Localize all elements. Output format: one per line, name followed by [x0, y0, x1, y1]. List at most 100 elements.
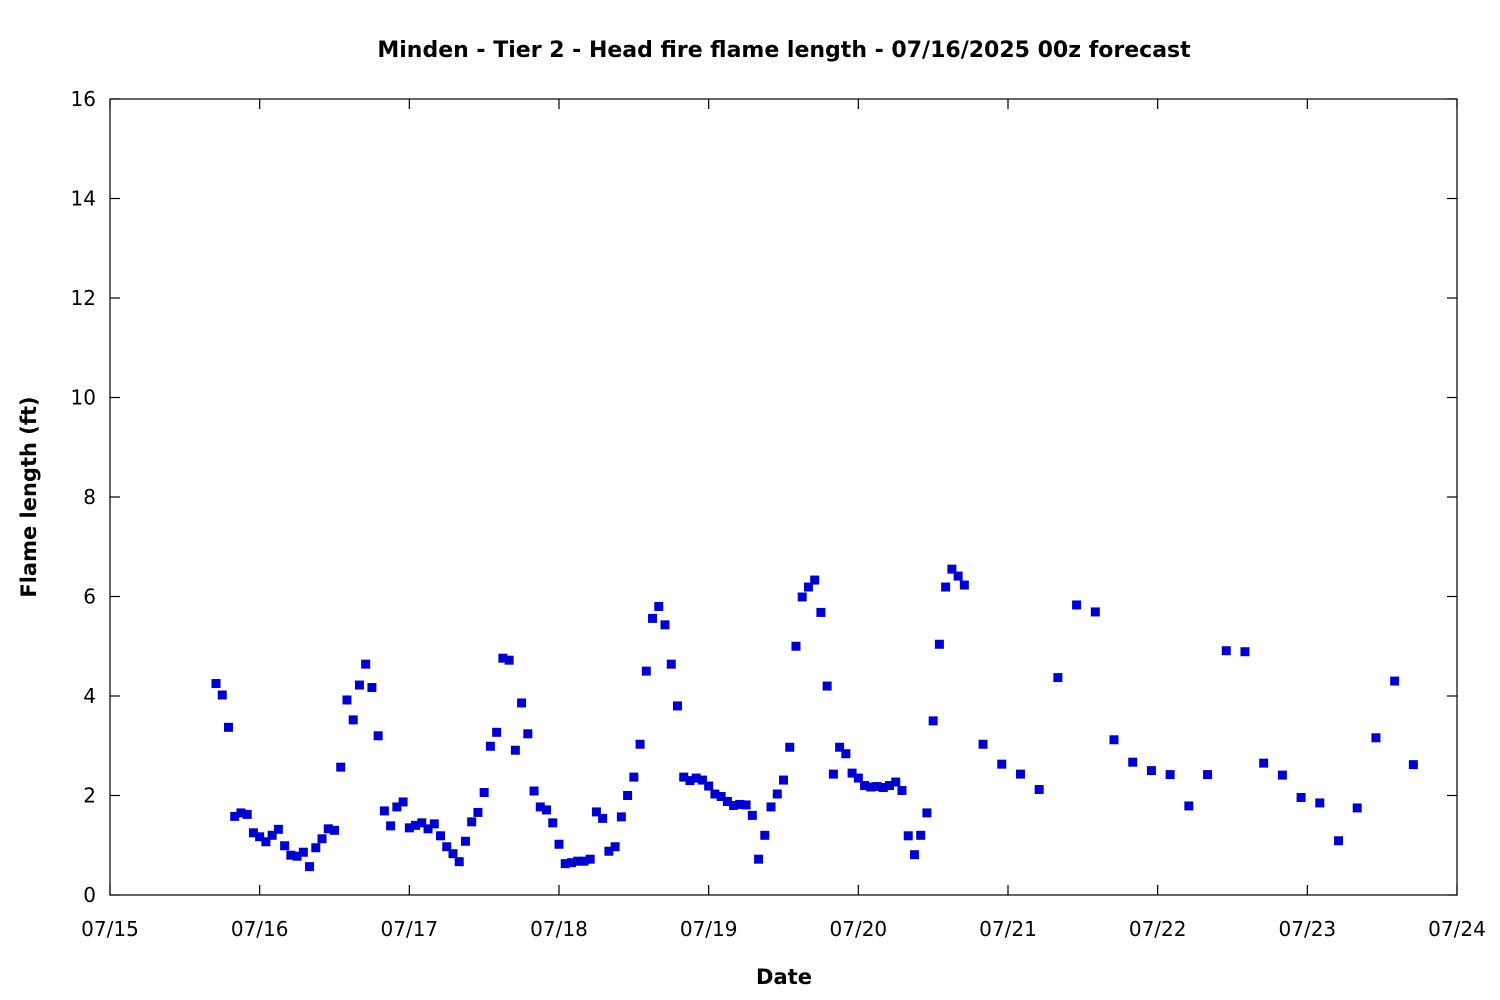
- data-point: [286, 850, 296, 860]
- data-point: [866, 782, 876, 792]
- y-tick-label: 8: [83, 485, 96, 509]
- data-point: [242, 809, 252, 819]
- data-point: [1408, 760, 1418, 770]
- data-point: [1371, 733, 1381, 743]
- data-point: [635, 739, 645, 749]
- data-point: [897, 786, 907, 796]
- data-point: [1072, 600, 1082, 610]
- data-point: [342, 695, 352, 705]
- y-axis-label: Flame length (ft): [17, 396, 41, 597]
- data-point: [330, 825, 339, 835]
- data-point: [934, 639, 944, 649]
- data-point: [623, 791, 633, 800]
- data-point: [467, 817, 477, 827]
- data-point: [735, 799, 745, 809]
- data-point: [797, 592, 807, 602]
- data-point: [1053, 673, 1063, 683]
- y-tick-label: 16: [71, 87, 96, 111]
- data-point: [1221, 646, 1231, 656]
- data-point: [317, 834, 327, 844]
- data-point: [1015, 769, 1025, 779]
- data-point: [579, 856, 589, 866]
- y-tick-label: 2: [83, 784, 96, 808]
- data-point: [666, 659, 676, 669]
- data-point: [492, 727, 502, 737]
- data-point: [760, 830, 770, 840]
- data-point: [791, 641, 801, 651]
- data-point: [411, 820, 421, 830]
- x-tick-label: 07/23: [1279, 917, 1337, 941]
- data-point: [510, 745, 520, 755]
- data-point: [373, 731, 383, 741]
- data-point: [361, 659, 371, 669]
- data-point: [816, 607, 826, 617]
- data-point: [248, 828, 258, 838]
- data-point: [1296, 792, 1306, 802]
- data-point: [872, 782, 882, 792]
- data-point: [367, 683, 377, 693]
- data-point: [473, 807, 483, 817]
- data-point: [517, 698, 527, 708]
- data-point: [591, 807, 601, 817]
- data-point: [847, 768, 857, 778]
- data-point: [1277, 770, 1287, 780]
- data-point: [747, 810, 757, 820]
- data-point: [629, 772, 639, 782]
- data-point: [261, 837, 271, 847]
- data-point: [292, 851, 302, 861]
- data-point: [722, 796, 732, 806]
- data-point: [1334, 836, 1344, 846]
- data-point: [741, 800, 751, 810]
- data-point: [560, 859, 570, 869]
- data-point: [1390, 676, 1400, 686]
- data-point: [404, 823, 414, 833]
- data-point: [947, 564, 957, 574]
- data-point: [835, 742, 845, 752]
- data-point: [891, 777, 901, 787]
- data-point: [298, 847, 308, 857]
- data-point: [648, 613, 658, 623]
- data-point: [566, 858, 576, 868]
- data-point: [236, 808, 246, 818]
- data-point: [672, 701, 682, 711]
- data-point: [267, 830, 277, 840]
- data-point: [772, 789, 782, 799]
- chart-title: Minden - Tier 2 - Head fire flame length…: [377, 38, 1191, 63]
- data-point: [223, 722, 233, 732]
- y-tick-label: 4: [83, 684, 96, 708]
- x-axis-ticks: 07/15 07/16 07/17 07/18 07/19 07/20 07/21 07/22…: [81, 99, 1486, 941]
- data-point: [305, 862, 315, 872]
- data-point: [1315, 798, 1325, 808]
- data-point: [523, 729, 533, 739]
- data-point: [429, 819, 439, 829]
- data-point: [230, 811, 240, 821]
- data-point: [498, 653, 508, 663]
- data-point: [529, 786, 539, 796]
- data-point: [398, 797, 408, 807]
- data-point: [616, 812, 626, 822]
- data-point: [598, 813, 608, 823]
- y-tick-label: 10: [71, 386, 96, 410]
- data-point: [916, 830, 926, 840]
- data-point: [909, 850, 919, 860]
- x-tick-label: 07/19: [680, 917, 738, 941]
- data-point: [1165, 770, 1175, 780]
- x-tick-label: 07/20: [830, 917, 888, 941]
- data-point: [585, 854, 595, 864]
- data-point: [485, 741, 495, 751]
- data-point: [941, 582, 951, 592]
- data-point: [454, 857, 464, 867]
- x-tick-label: 07/15: [81, 917, 139, 941]
- data-point: [1034, 785, 1044, 795]
- x-tick-label: 07/17: [381, 917, 439, 941]
- x-axis-label: Date: [756, 965, 812, 989]
- y-tick-label: 6: [83, 585, 96, 609]
- y-tick-label: 14: [71, 187, 96, 211]
- data-point: [754, 854, 764, 864]
- data-point: [685, 776, 695, 786]
- data-point: [679, 772, 689, 782]
- data-point: [885, 781, 895, 791]
- data-point: [448, 849, 458, 859]
- data-point: [311, 843, 321, 853]
